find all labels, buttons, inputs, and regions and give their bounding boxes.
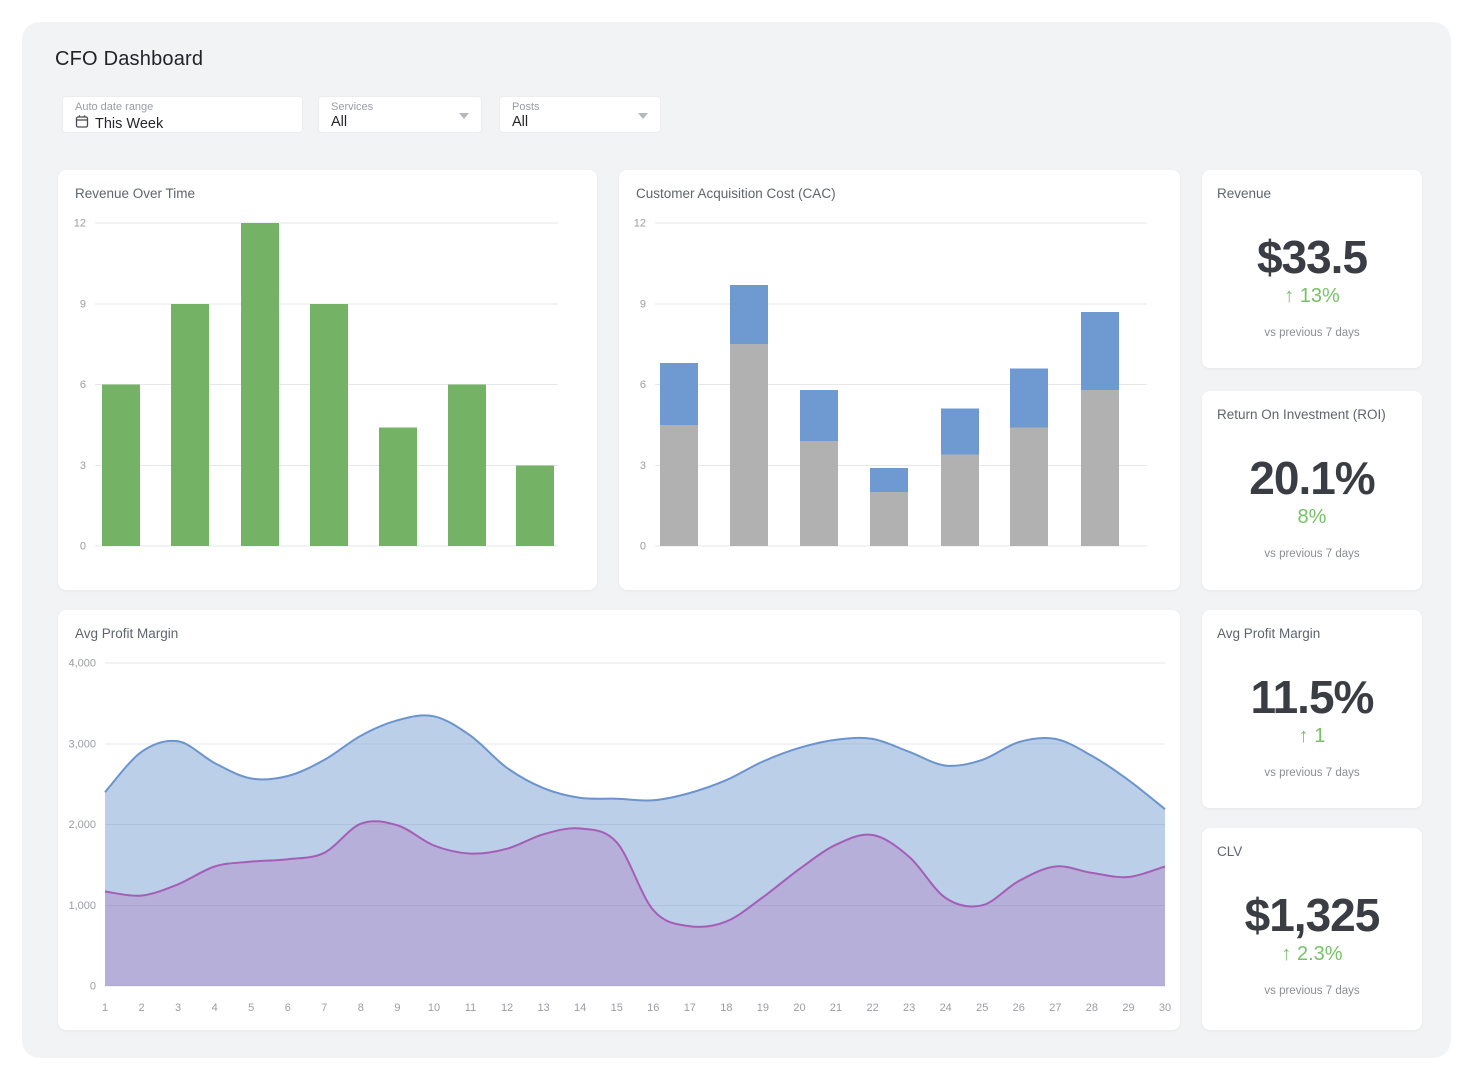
svg-text:0: 0 [640,541,646,553]
svg-text:3: 3 [640,460,646,472]
svg-text:10: 10 [428,1002,440,1014]
svg-text:30: 30 [1159,1002,1171,1014]
kpi-note: vs previous 7 days [1264,548,1360,560]
kpi-delta: ↑ 13% [1284,285,1340,307]
cac-card: Customer Acquisition Cost (CAC) 0 3 6 9 12 [619,170,1180,590]
chart-title: Revenue Over Time [75,186,196,201]
svg-text:29: 29 [1122,1002,1134,1014]
svg-text:14: 14 [574,1002,586,1014]
svg-text:12: 12 [501,1002,513,1014]
filter-value: This Week [95,115,164,132]
kpi-card-revenue: Revenue $33.5 ↑ 13% vs previous 7 days [1202,170,1422,368]
svg-text:3: 3 [175,1002,181,1014]
svg-text:24: 24 [940,1002,952,1014]
svg-text:8: 8 [358,1002,364,1014]
svg-text:25: 25 [976,1002,988,1014]
svg-text:20: 20 [793,1002,805,1014]
kpi-value: $1,325 [1244,889,1381,941]
svg-text:12: 12 [634,218,646,230]
svg-text:21: 21 [830,1002,842,1014]
kpi-card-clv: CLV $1,325 ↑ 2.3% vs previous 7 days [1202,828,1422,1030]
svg-text:9: 9 [80,298,86,310]
svg-text:15: 15 [611,1002,623,1014]
chevron-down-icon [638,113,648,119]
chevron-down-icon [459,113,469,119]
kpi-card-avg-profit-margin: Avg Profit Margin 11.5% ↑ 1 vs previous … [1202,610,1422,808]
filter-label: Services [331,101,374,113]
kpi-title: CLV [1217,844,1243,859]
kpi-title: Revenue [1217,186,1272,201]
kpi-delta: ↑ 1 [1298,725,1326,747]
date-range-filter[interactable]: Auto date range This Week [62,96,303,133]
dashboard-panel: CFO Dashboard Auto date range This Week … [22,22,1451,1058]
services-filter[interactable]: Services All [318,96,482,133]
svg-text:6: 6 [640,379,646,391]
svg-text:2,000: 2,000 [68,819,96,831]
svg-text:17: 17 [684,1002,696,1014]
revenue-over-time-card: Revenue Over Time 0 3 6 9 12 [58,170,597,590]
kpi-value: 20.1% [1249,452,1375,504]
svg-text:6: 6 [285,1002,291,1014]
kpi-card-roi: Return On Investment (ROI) 20.1% 8% vs p… [1202,391,1422,590]
filter-value: All [512,114,529,130]
svg-text:22: 22 [866,1002,878,1014]
svg-text:9: 9 [640,298,646,310]
svg-text:3,000: 3,000 [68,738,96,750]
kpi-note: vs previous 7 days [1264,767,1360,779]
avg-profit-margin-card: Avg Profit Margin 0 1,000 2,000 3,000 4,000 1… [58,610,1180,1030]
posts-filter[interactable]: Posts All [499,96,661,133]
svg-text:13: 13 [537,1002,549,1014]
svg-text:0: 0 [90,981,96,993]
svg-text:1: 1 [102,1002,108,1014]
kpi-value: 11.5% [1250,671,1375,723]
kpi-delta: ↑ 2.3% [1281,943,1343,965]
kpi-note: vs previous 7 days [1264,327,1360,339]
page-title: CFO Dashboard [55,48,204,70]
svg-text:16: 16 [647,1002,659,1014]
svg-text:12: 12 [74,218,86,230]
svg-text:5: 5 [248,1002,254,1014]
svg-text:2: 2 [138,1002,144,1014]
filter-label: Auto date range [75,101,154,113]
svg-text:11: 11 [465,1002,476,1014]
kpi-value: $33.5 [1256,231,1368,283]
svg-text:4: 4 [212,1002,218,1014]
kpi-title: Avg Profit Margin [1217,626,1321,641]
svg-text:7: 7 [321,1002,327,1014]
filter-value: All [331,114,348,130]
svg-text:3: 3 [80,460,86,472]
filter-label: Posts [512,101,540,113]
kpi-delta: 8% [1297,506,1327,528]
svg-text:6: 6 [80,379,86,391]
chart-title: Avg Profit Margin [75,626,179,641]
kpi-title: Return On Investment (ROI) [1217,407,1386,422]
cac-chart: 0 3 6 9 12 [634,218,1147,553]
svg-text:4,000: 4,000 [68,658,96,670]
svg-text:23: 23 [903,1002,915,1014]
svg-text:28: 28 [1086,1002,1098,1014]
revenue-over-time-chart: 0 3 6 9 12 [74,218,558,553]
svg-text:19: 19 [757,1002,769,1014]
chart-title: Customer Acquisition Cost (CAC) [636,186,836,201]
svg-text:18: 18 [720,1002,732,1014]
calendar-icon [75,114,89,134]
svg-text:27: 27 [1049,1002,1061,1014]
svg-text:1,000: 1,000 [68,900,96,912]
svg-text:0: 0 [80,541,86,553]
kpi-note: vs previous 7 days [1264,985,1360,997]
svg-text:26: 26 [1013,1002,1025,1014]
svg-text:9: 9 [394,1002,400,1014]
